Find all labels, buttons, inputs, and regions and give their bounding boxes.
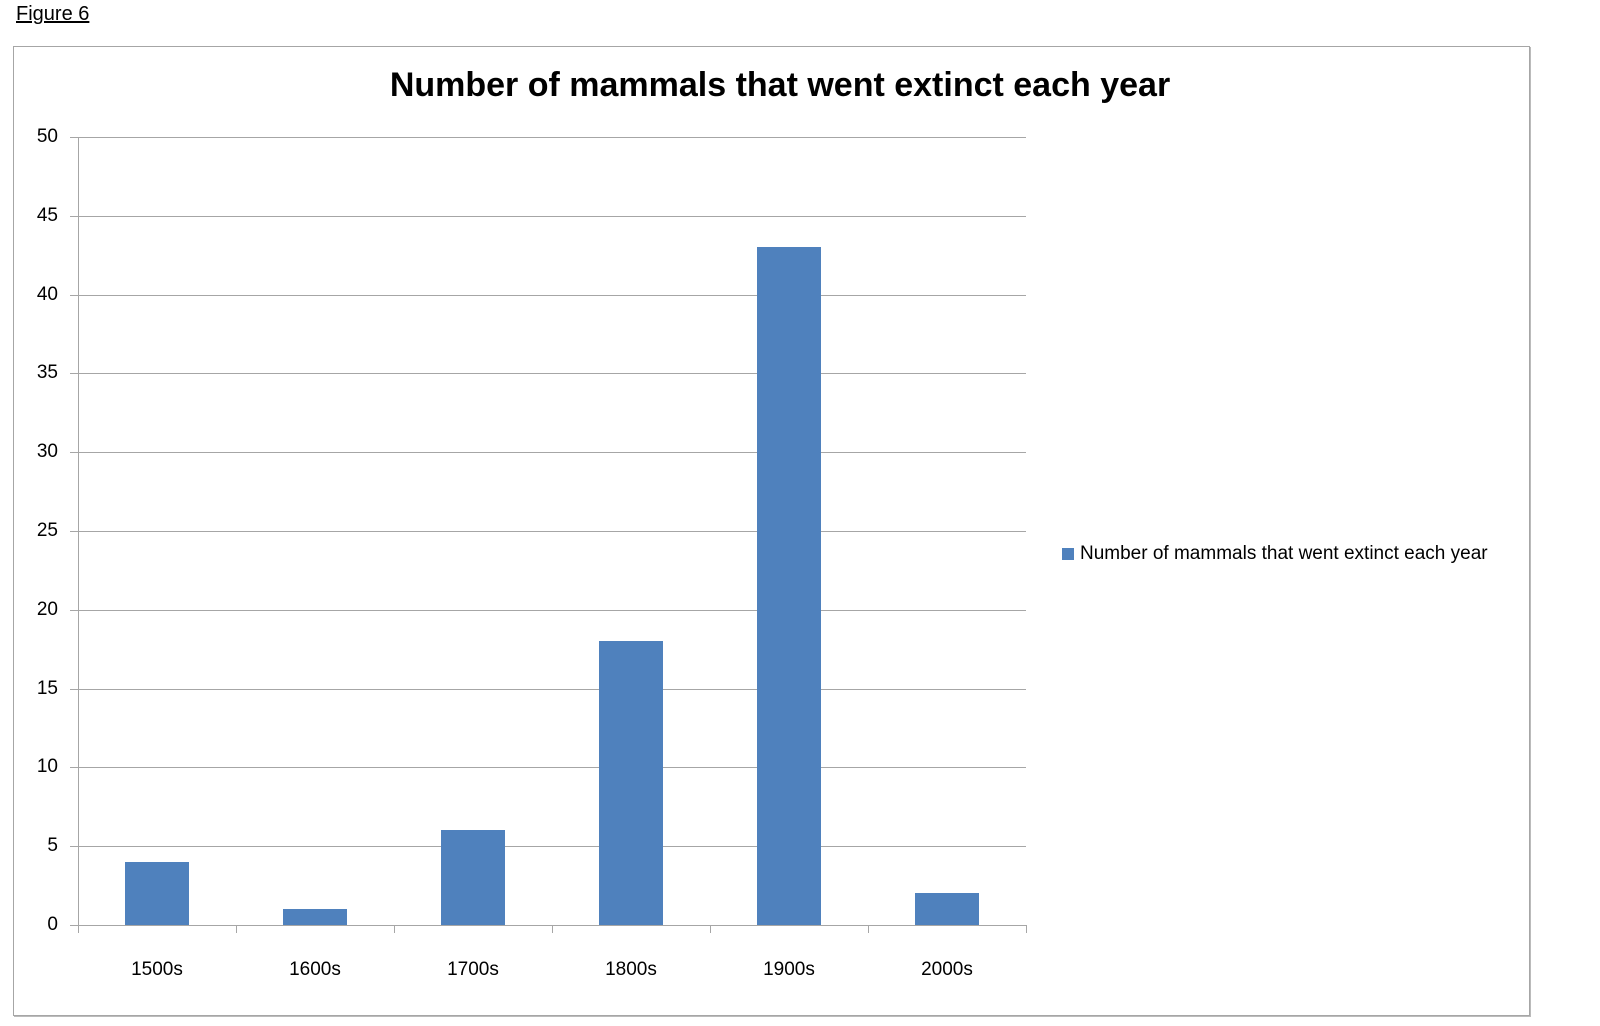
x-tick-label: 1500s — [131, 959, 183, 980]
x-tick — [394, 925, 395, 933]
y-tick — [70, 688, 78, 690]
gridline — [78, 531, 1026, 532]
y-tick-label: 5 — [47, 835, 58, 857]
legend-swatch — [1062, 548, 1074, 560]
y-tick-label: 10 — [36, 756, 58, 778]
bar-1800s — [599, 641, 663, 925]
y-tick-label: 25 — [36, 520, 58, 541]
x-tick-label: 1800s — [605, 959, 657, 980]
bar-1500s — [125, 861, 189, 925]
y-tick-label: 0 — [47, 914, 58, 935]
y-tick — [70, 137, 78, 138]
gridline — [78, 767, 1026, 769]
gridline — [78, 137, 1026, 138]
x-tick — [552, 925, 553, 933]
legend-label: Number of mammals that went extinct each… — [1080, 543, 1488, 564]
y-tick — [70, 215, 78, 217]
y-tick — [70, 373, 78, 375]
chart-title: Number of mammals that went extinct each… — [389, 66, 1171, 104]
gridline — [78, 609, 1026, 611]
x-tick-label: 1900s — [763, 959, 815, 980]
x-tick — [710, 925, 711, 933]
gridline — [78, 452, 1026, 454]
x-tick — [868, 925, 869, 933]
y-tick-label: 30 — [36, 441, 58, 463]
gridline — [78, 846, 1026, 848]
x-tick-label: 1600s — [289, 959, 341, 980]
x-tick — [78, 925, 79, 933]
y-tick-label: 20 — [36, 598, 58, 620]
y-tick-label: 45 — [36, 204, 58, 226]
y-tick — [70, 846, 78, 848]
y-tick — [70, 531, 78, 532]
y-tick — [70, 294, 78, 296]
figure-label: Figure 6 — [16, 3, 90, 25]
gridline — [78, 215, 1026, 217]
x-tick — [1026, 925, 1027, 933]
y-tick — [70, 452, 78, 454]
y-tick — [70, 609, 78, 611]
gridline — [78, 294, 1026, 296]
x-tick-label: 2000s — [921, 959, 973, 980]
plot-area: 0 5 10 15 20 25 30 35 40 45 50 1500s 1600s 1700s 1800s… — [37, 126, 1027, 980]
gridline — [78, 688, 1026, 690]
bar-1700s — [441, 830, 505, 925]
y-tick-label: 40 — [36, 283, 58, 305]
x-tick — [236, 925, 237, 933]
y-tick — [70, 767, 78, 769]
bar-1600s — [283, 909, 347, 925]
y-tick-label: 15 — [36, 677, 58, 699]
bar-2000s — [915, 893, 979, 925]
legend: Number of mammals that went extinct each… — [1062, 543, 1488, 565]
bar-1900s — [757, 247, 821, 925]
gridline — [78, 373, 1026, 375]
y-tick-label: 50 — [36, 126, 58, 147]
y-tick-label: 35 — [36, 362, 58, 384]
y-tick — [70, 925, 78, 926]
x-tick-label: 1700s — [447, 959, 499, 980]
